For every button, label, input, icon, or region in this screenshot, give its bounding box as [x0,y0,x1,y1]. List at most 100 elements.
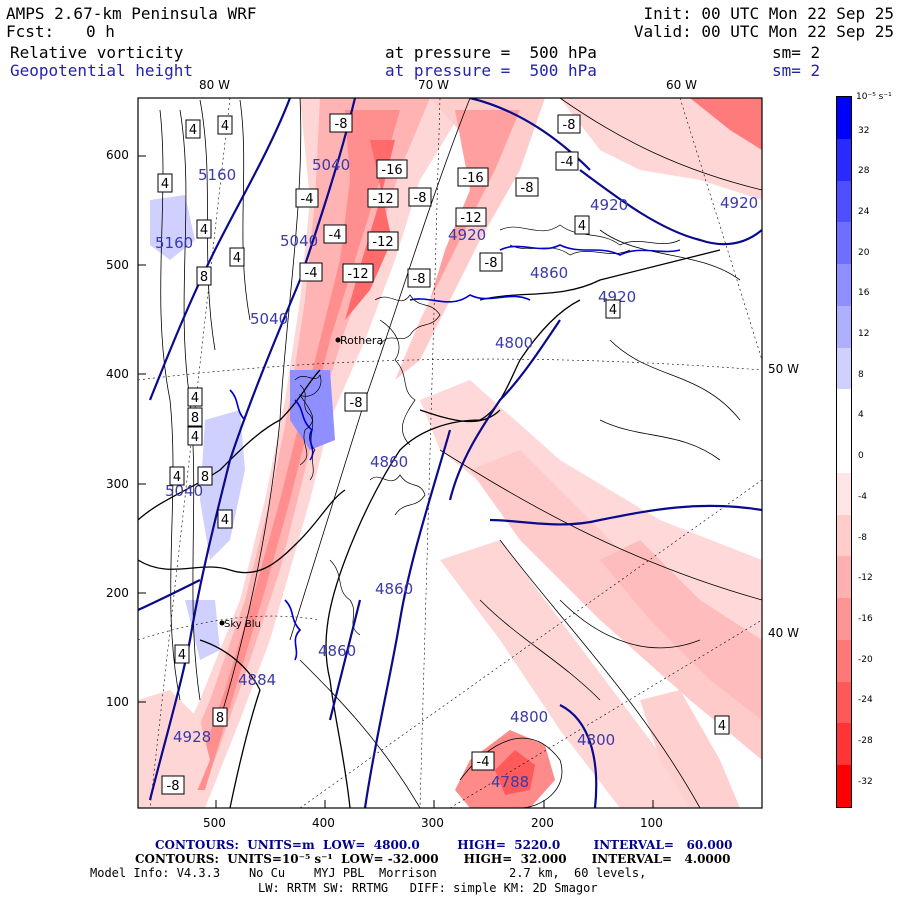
vorticity-box-label: 4 [233,251,241,266]
colorbar-tick-label: 12 [858,329,870,340]
vorticity-box [574,215,590,235]
colorbar-swatch [837,598,851,640]
vorticity-box-label: 4 [200,223,208,238]
field1-name: Relative vorticity [10,43,184,62]
sky-blu-marker [219,620,225,626]
colorbar-swatch [837,639,851,682]
vorticity-box-label: -8 [350,396,363,411]
height-label: 4920 [590,196,628,214]
vorticity-box-label: 4 [189,123,197,138]
y-tick-400: 400 [106,367,129,381]
vorticity-box-label: -8 [413,272,426,287]
height-labels: 5160 5040 5040 5040 5160 5040 4920 4860 … [155,156,758,791]
colorbar-tick-label: -28 [858,735,873,746]
vorticity-box [229,247,245,267]
colorbar-unit: 10⁻⁵ s⁻¹ [856,92,892,102]
vorticity-box-label: -4 [477,755,490,770]
y-tick-200: 200 [106,586,129,600]
vorticity-box [714,715,730,735]
colorbar-swatches [837,97,851,808]
coastline [138,249,721,808]
vorticity-box-label: -8 [563,118,576,133]
lon-label-40w: 40 W [768,626,799,640]
lon-label-60w: 60 W [666,78,697,92]
vorticity-box [185,119,201,139]
vorticity-box-label: 8 [191,411,199,426]
vorticity-box-label: -12 [372,235,393,250]
height-contour-info: CONTOURS: UNITS=m LOW= 4800.0 HIGH= 5220… [155,838,733,852]
height-label: 5040 [312,156,350,174]
x-tick-100: 100 [640,816,663,830]
vorticity-box-label: -4 [329,228,342,243]
vorticity-box-label: 4 [578,219,586,234]
height-label: 4920 [448,226,486,244]
colorbar-tick-label: 16 [858,288,870,299]
forecast-label: Fcst: [6,22,55,41]
vorticity-box [557,114,581,134]
vorticity-box-label: 8 [200,270,208,285]
vorticity-box [187,387,203,407]
vorticity-box [455,207,487,227]
vorticity-box [196,266,212,286]
colorbar-tick-label: 24 [858,207,870,218]
colorbar-tick-label: -8 [858,532,867,543]
vorticity-box [367,188,399,208]
colorbar-swatch [837,389,851,432]
vorticity-box-label: -8 [167,779,180,794]
colorbar-tick-label: 0 [858,451,864,462]
lon-label-70w: 70 W [418,78,449,92]
colorbar-swatch [837,138,851,181]
height-label: 4860 [375,580,413,598]
field2-level: at pressure = 500 hPa [385,61,597,80]
sky-blu-label: Sky Blu [224,619,261,630]
field1-smoothing: sm= 2 [772,43,821,62]
height-label: 4928 [173,728,211,746]
vorticity-box-label: -4 [561,155,574,170]
vorticity-box [187,407,203,427]
field2-name: Geopotential height [10,61,194,80]
map-frame [137,97,763,809]
vorticity-box [376,159,408,179]
colorbar-swatch [837,681,851,724]
vorticity-box-label: 4 [178,648,186,663]
vorticity-box [367,231,399,251]
colorbar-swatch [837,222,851,265]
vorticity-box-label: 8 [201,470,209,485]
colorbar-tick-label: 20 [858,247,870,258]
height-label: 5040 [165,482,203,500]
vorticity-box [217,509,233,529]
vorticity-box [196,219,212,239]
vorticity-box-label: -8 [485,256,498,271]
colorbar-swatch [837,723,851,766]
vorticity-box-label: 4 [161,177,169,192]
model-title: AMPS 2.67-km Peninsula WRF [6,4,257,23]
y-tick-500: 500 [106,258,129,272]
vorticity-box [555,151,579,171]
vorticity-box [344,392,368,412]
geopotential-contours [138,98,762,808]
y-tick-600: 600 [106,148,129,162]
colorbar-swatch [837,305,851,348]
colorbar-swatch [837,556,851,599]
vorticity-box-label: -16 [462,171,483,186]
vorticity-box [217,115,233,135]
colorbar-tick-label: -20 [858,654,873,665]
y-tick-100: 100 [106,695,129,709]
vorticity-box [212,707,228,727]
height-label: 5040 [250,310,288,328]
vorticity-box-label: -4 [305,266,318,281]
height-label: 4860 [318,642,356,660]
height-label: 4788 [491,773,529,791]
vorticity-box-label: 4 [221,513,229,528]
colorbar-tick-label: 4 [858,410,864,421]
vorticity-box-label: -16 [381,163,402,178]
x-tick-300: 300 [421,816,444,830]
colorbar-tick-label: 28 [858,166,870,177]
lon-label-80w: 80 W [199,78,230,92]
model-info: Model Info: V4.3.3 No Cu MYJ PBL Morriso… [90,866,647,880]
colorbar-tick-label: 8 [858,369,864,380]
height-label: 4884 [238,671,276,689]
x-tick-500: 500 [203,816,226,830]
vorticity-box-label: 4 [173,470,181,485]
